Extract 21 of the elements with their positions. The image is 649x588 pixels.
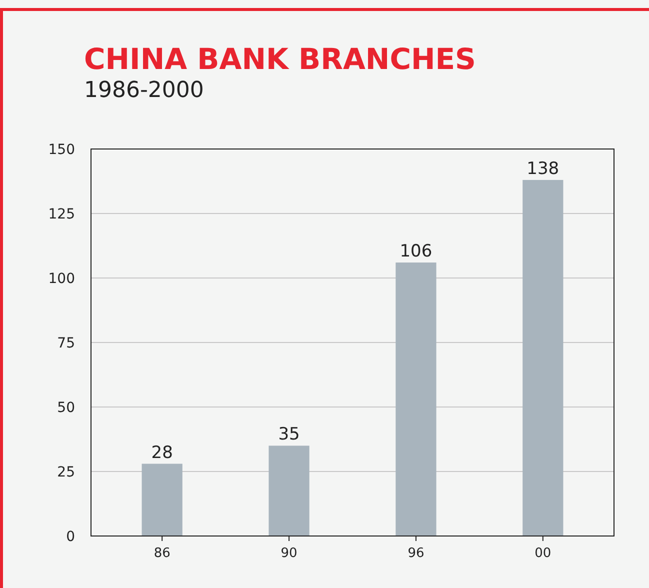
y-tick-label: 125 [48, 206, 75, 222]
bar [268, 446, 310, 536]
data-label: 28 [151, 442, 173, 463]
x-tick-label: 86 [154, 546, 170, 561]
y-tick-label: 0 [66, 529, 75, 545]
x-tick-label: 90 [280, 546, 298, 561]
chart-title: CHINA BANK BRANCHES [84, 42, 476, 76]
bar [522, 180, 564, 536]
data-label: 106 [400, 242, 432, 262]
chart-subtitle: 1986-2000 [84, 78, 204, 103]
y-tick-label: 100 [48, 271, 75, 287]
x-tick-label: 00 [534, 546, 552, 561]
bar [396, 262, 436, 536]
x-tick-label: 96 [408, 546, 424, 561]
data-label: 35 [278, 424, 300, 445]
y-tick-label: 25 [57, 464, 75, 480]
bar [142, 464, 182, 536]
y-tick-label: 75 [57, 336, 75, 352]
y-tick-label: 150 [48, 142, 75, 158]
y-tick-label: 50 [57, 400, 75, 416]
data-label: 138 [526, 158, 560, 179]
